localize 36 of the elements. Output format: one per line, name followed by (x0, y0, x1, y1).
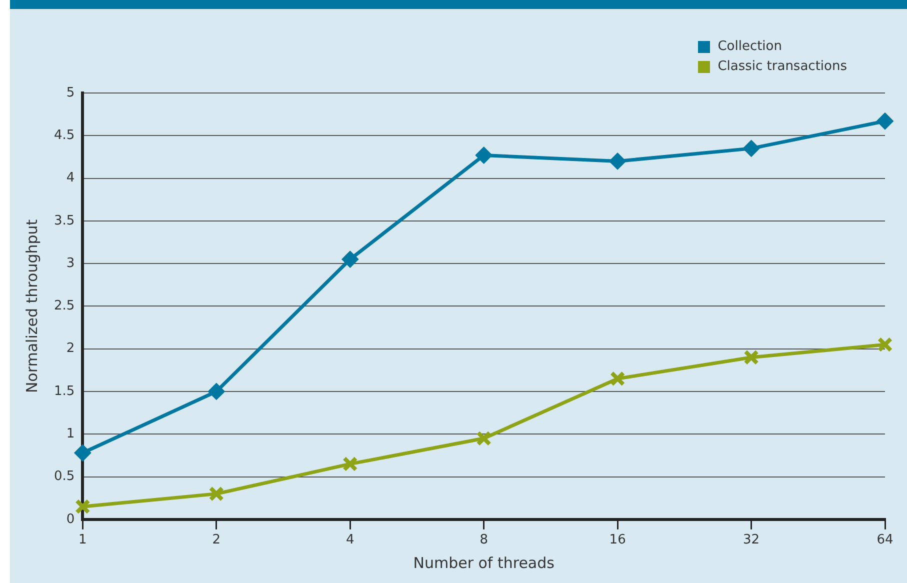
point (742, 140, 760, 157)
y-tick-label: 0.5 (54, 469, 75, 484)
legend-label: Collection (718, 38, 782, 56)
y-tick-label: 2.5 (54, 298, 75, 314)
point (208, 486, 224, 502)
x-tick-label: 16 (609, 532, 626, 548)
y-tick-label: 2 (66, 341, 75, 356)
y-tick-label: 0 (66, 512, 75, 527)
x-tick-label: 1 (78, 532, 87, 548)
legend-label: Classic transactions (718, 58, 847, 76)
point (75, 498, 90, 514)
y-tick-label: 4 (66, 170, 75, 186)
y-tick-label: 4.5 (54, 128, 75, 144)
y-tick-label: 1.5 (54, 384, 75, 399)
point (342, 250, 359, 268)
y-tick-label: 5 (66, 85, 75, 100)
y-tick-label: 3 (66, 256, 75, 271)
point (876, 112, 894, 130)
point (744, 350, 759, 366)
point (475, 146, 492, 164)
x-tick-label: 2 (212, 532, 221, 548)
x-tick-label: 4 (346, 532, 354, 548)
x-axis-title: Number of threads (413, 554, 555, 572)
point (208, 382, 225, 400)
y-axis-title: Normalized throughput (22, 219, 41, 394)
x-tick-label: 8 (480, 532, 488, 548)
x-tick-label: 64 (876, 532, 894, 548)
point (610, 371, 626, 386)
y-tick-label: 3.5 (54, 213, 75, 228)
point (609, 152, 626, 170)
y-tick-label: 1 (66, 426, 75, 442)
point (342, 456, 358, 472)
x-tick-label: 32 (743, 532, 760, 548)
point (476, 430, 492, 446)
point (877, 336, 893, 352)
point (74, 444, 92, 462)
